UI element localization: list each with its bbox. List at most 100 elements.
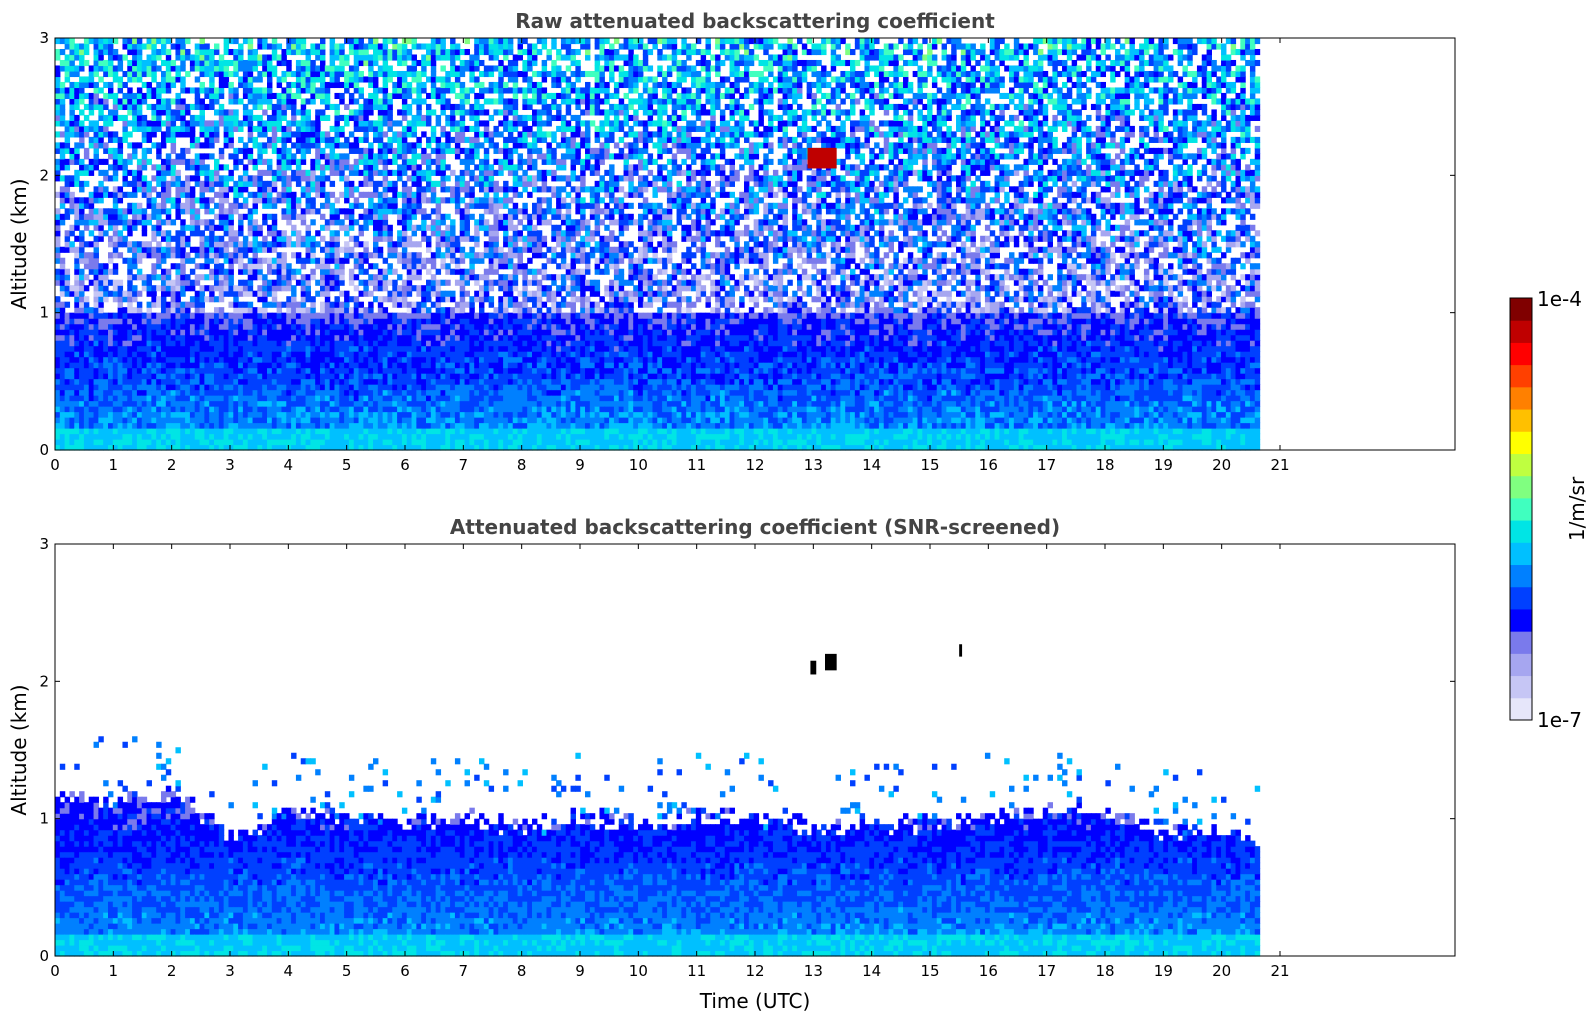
heatmap-cell: [132, 169, 138, 176]
heatmap-cell: [440, 54, 446, 61]
heatmap-cell: [156, 312, 162, 319]
heatmap-cell: [242, 235, 249, 242]
heatmap-cell: [242, 241, 249, 248]
heatmap-cell: [185, 444, 191, 451]
heatmap-cell: [83, 334, 90, 341]
heatmap-cell: [397, 54, 403, 61]
heatmap-cell: [387, 367, 393, 374]
heatmap-cell: [406, 301, 413, 308]
heatmap-cell: [252, 367, 258, 374]
heatmap-cell: [170, 114, 177, 121]
heatmap-cell: [315, 362, 321, 369]
heatmap-cell: [440, 367, 446, 374]
heatmap-cell: [79, 323, 85, 330]
heatmap-cell: [194, 433, 201, 440]
heatmap-cell: [233, 164, 239, 171]
heatmap-cell: [209, 235, 215, 242]
heatmap-cell: [185, 439, 191, 446]
heatmap-cell: [117, 219, 124, 226]
heatmap-cell: [74, 356, 80, 363]
heatmap-cell: [151, 114, 157, 121]
heatmap-cell: [348, 219, 355, 226]
heatmap-cell: [83, 411, 90, 418]
heatmap-cell: [98, 389, 104, 396]
heatmap-cell: [421, 334, 427, 341]
heatmap-cell: [267, 362, 273, 369]
heatmap-cell: [295, 367, 302, 374]
heatmap-cell: [194, 323, 201, 330]
heatmap-cell: [170, 125, 177, 132]
heatmap-cell: [445, 131, 451, 138]
heatmap-cell: [146, 345, 152, 352]
heatmap-cell: [271, 433, 278, 440]
heatmap-cell: [185, 202, 191, 209]
heatmap-cell: [132, 208, 138, 215]
heatmap-cell: [430, 263, 437, 270]
heatmap-cell: [324, 274, 331, 281]
heatmap-cell: [98, 38, 104, 45]
heatmap-cell: [103, 439, 109, 446]
heatmap-cell: [435, 406, 442, 413]
heatmap-cell: [334, 219, 340, 226]
heatmap-cell: [88, 197, 95, 204]
heatmap-cell: [315, 142, 321, 149]
heatmap-cell: [276, 92, 283, 100]
heatmap-cell: [334, 323, 340, 330]
heatmap-cell: [411, 378, 417, 385]
heatmap-cell: [79, 48, 85, 56]
heatmap-cell: [180, 180, 186, 187]
heatmap-cell: [382, 131, 389, 138]
heatmap-cell: [377, 329, 384, 336]
heatmap-cell: [373, 169, 379, 176]
heatmap-cell: [233, 411, 239, 418]
heatmap-cell: [401, 439, 408, 446]
heatmap-cell: [146, 285, 152, 292]
heatmap-cell: [151, 444, 157, 451]
heatmap-cell: [426, 400, 432, 407]
heatmap-cell: [74, 373, 80, 380]
heatmap-cell: [305, 241, 311, 248]
heatmap-cell: [252, 76, 258, 83]
heatmap-cell: [83, 422, 90, 429]
heatmap-cell: [334, 131, 340, 138]
heatmap-cell: [295, 70, 302, 78]
heatmap-cell: [93, 213, 99, 220]
heatmap-cell: [151, 318, 157, 325]
heatmap-cell: [440, 345, 446, 352]
heatmap-cell: [324, 70, 331, 78]
heatmap-cell: [55, 323, 61, 330]
heatmap-cell: [373, 444, 379, 451]
heatmap-cell: [132, 114, 138, 121]
heatmap-cell: [103, 296, 109, 303]
heatmap-cell: [339, 268, 345, 275]
heatmap-cell: [122, 158, 128, 165]
heatmap-cell: [339, 301, 345, 308]
heatmap-cell: [247, 329, 254, 336]
heatmap-cell: [368, 428, 374, 435]
heatmap-cell: [435, 345, 442, 352]
heatmap-cell: [440, 48, 446, 56]
heatmap-cell: [344, 307, 350, 314]
heatmap-cell: [300, 290, 307, 297]
heatmap-cell: [358, 290, 364, 297]
heatmap-cell: [88, 230, 95, 237]
heatmap-cell: [358, 54, 364, 61]
heatmap-cell: [324, 103, 331, 111]
heatmap-cell: [262, 59, 268, 67]
heatmap-cell: [98, 54, 104, 61]
heatmap-cell: [59, 290, 66, 297]
heatmap-cell: [127, 180, 133, 187]
heatmap-cell: [416, 439, 422, 446]
heatmap-cell: [55, 312, 61, 319]
heatmap-cell: [242, 428, 249, 435]
heatmap-cell: [214, 257, 220, 264]
heatmap-cell: [397, 175, 403, 182]
heatmap-cell: [141, 252, 148, 259]
heatmap-cell: [315, 395, 321, 402]
heatmap-cell: [329, 48, 336, 56]
heatmap-cell: [146, 329, 152, 336]
heatmap-cell: [165, 158, 172, 165]
heatmap-cell: [267, 241, 273, 248]
heatmap-cell: [339, 362, 345, 369]
heatmap-cell: [112, 351, 119, 358]
